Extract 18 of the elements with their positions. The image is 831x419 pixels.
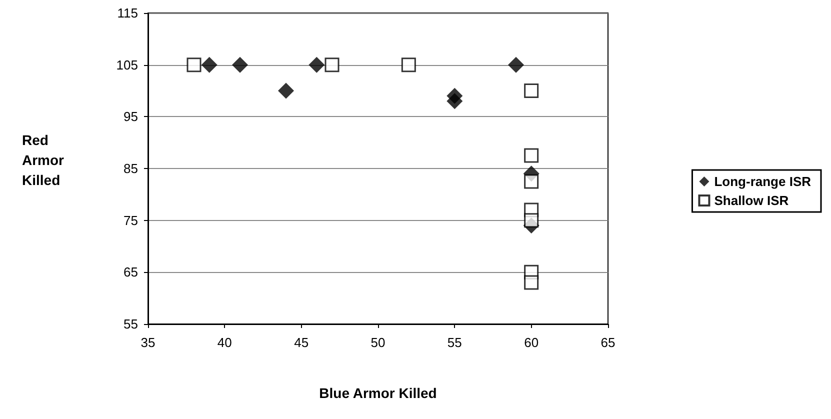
y-tick-label: 85 [124, 161, 138, 176]
x-tick-label: 35 [140, 335, 156, 350]
x-tick-label: 45 [294, 335, 309, 350]
x-tick-label: 40 [217, 335, 232, 350]
y-tick-label: 95 [124, 109, 138, 124]
y-tick-label: 105 [116, 57, 138, 72]
y-tick-label: 115 [117, 6, 138, 20]
x-tick-label: 55 [447, 335, 462, 350]
y-tick-label: 75 [124, 212, 138, 228]
legend-label: Long-range ISR [714, 174, 812, 189]
legend-label: Shallow ISR [714, 193, 790, 208]
x-axis-title: Blue Armor Killed [319, 385, 437, 401]
y-tick-label: 55 [124, 316, 138, 332]
x-tick-label: 50 [370, 335, 386, 350]
x-tick-label: 65 [600, 335, 616, 350]
y-axis-title: Red Armor Killed [22, 132, 65, 188]
x-tick-label: 60 [524, 335, 539, 350]
y-tick-label: 65 [124, 264, 138, 280]
